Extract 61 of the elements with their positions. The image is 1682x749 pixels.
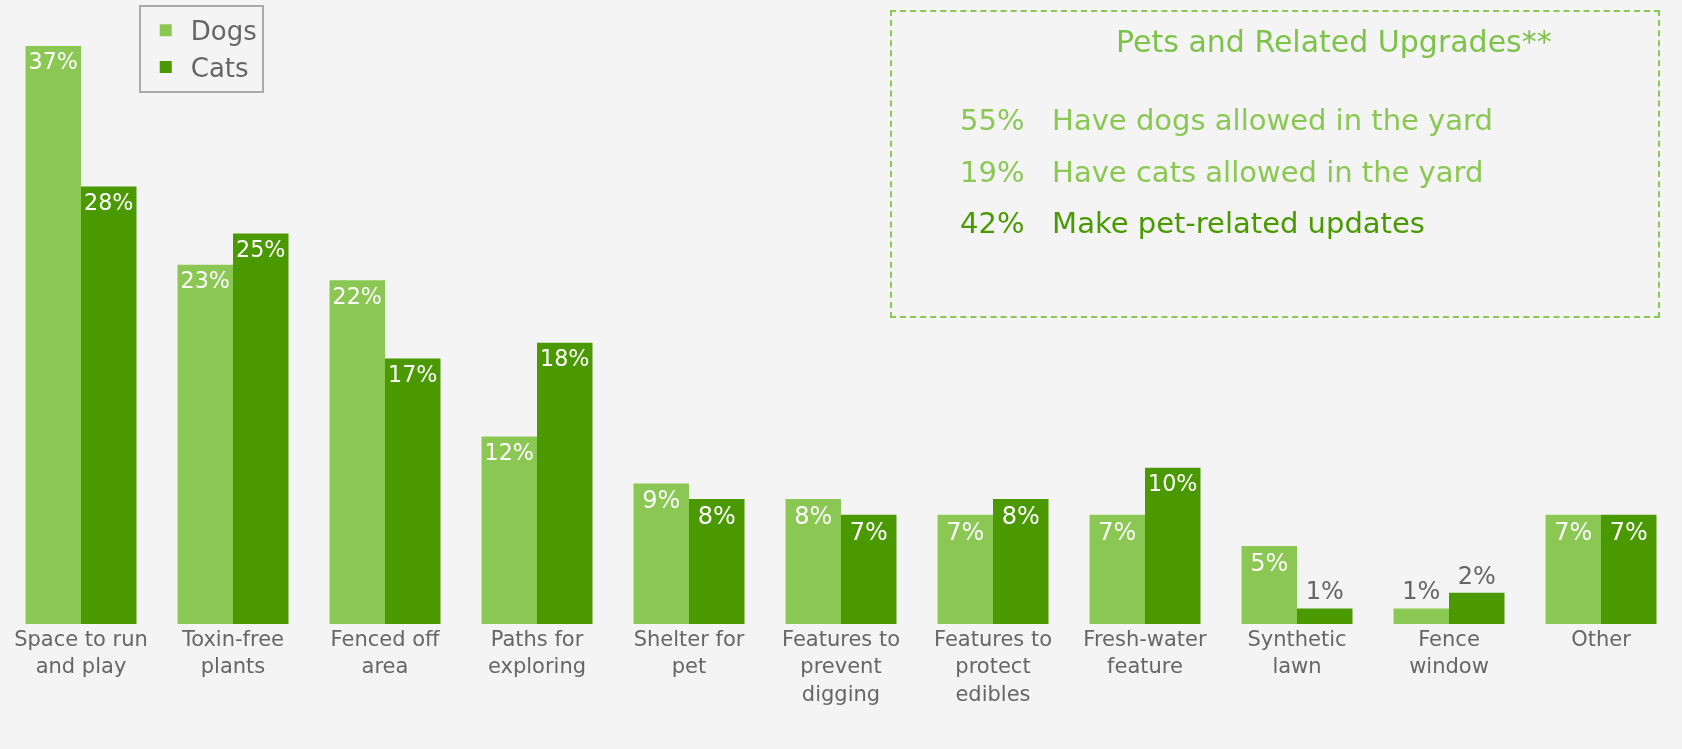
bar [25, 45, 81, 624]
data-label: 9% [642, 486, 681, 515]
x-tick-label: Space to run and play [14, 627, 148, 679]
bar [785, 499, 841, 624]
data-label: 25% [236, 235, 286, 262]
data-label: 37% [28, 48, 78, 75]
bar [1545, 514, 1601, 624]
x-tick-label: Toxin-free plants [180, 627, 285, 679]
data-label: 10% [1148, 470, 1198, 497]
x-tick-label: Features to protect edibles [933, 627, 1053, 706]
x-tick-label: Shelter for pet [633, 627, 745, 679]
legend-label: Dogs [190, 16, 257, 47]
data-label: 7% [849, 517, 888, 546]
data-label: 8% [794, 502, 833, 531]
annotation: 19% Have cats allowed in the yard [960, 155, 1484, 189]
bar [81, 186, 137, 624]
data-label: 8% [697, 502, 736, 531]
data-label: 1% [1402, 577, 1441, 606]
data-label: 28% [84, 188, 134, 215]
data-label: 12% [484, 438, 534, 465]
data-label: 2% [1457, 561, 1496, 590]
bar [1297, 608, 1353, 624]
data-label: 5% [1250, 548, 1289, 577]
annotation: 55% Have dogs allowed in the yard [960, 103, 1493, 137]
bar [385, 358, 441, 624]
data-label: 18% [540, 345, 590, 372]
bar [937, 514, 993, 624]
bar [481, 436, 537, 624]
x-tick-label: Fenced off area [330, 627, 440, 679]
bar [993, 499, 1049, 624]
bar [841, 514, 897, 624]
bar [1393, 608, 1449, 624]
x-tick-label: Paths for exploring [487, 627, 587, 679]
bar [633, 483, 689, 624]
bar [1145, 467, 1201, 624]
data-label: 22% [332, 282, 382, 309]
x-tick-label: Features to prevent digging [781, 627, 901, 706]
bar [1449, 592, 1505, 624]
bar [233, 233, 289, 624]
annotation: 42% Make pet-related updates [960, 206, 1425, 240]
bar [1241, 545, 1297, 624]
x-tick-label: Synthetic lawn [1247, 627, 1347, 679]
x-tick-label: Fresh-water feature [1083, 627, 1208, 679]
bar [1601, 514, 1657, 624]
data-label: 7% [1098, 517, 1137, 546]
data-label: 1% [1305, 577, 1344, 606]
data-label: 17% [388, 360, 438, 387]
bar [537, 342, 593, 624]
data-label: 7% [1609, 517, 1648, 546]
bar [177, 264, 233, 624]
data-label: 7% [1554, 517, 1593, 546]
data-label: 8% [1001, 502, 1040, 531]
legend-label: Cats [190, 53, 249, 84]
x-tick-label: Fence window [1409, 627, 1489, 679]
annotation: Pets and Related Upgrades** [1116, 24, 1552, 59]
bar [689, 499, 745, 624]
x-tick-label: Other [1571, 627, 1632, 651]
bar [329, 280, 385, 624]
bar [1089, 514, 1145, 624]
data-label: 7% [946, 517, 985, 546]
data-label: 23% [180, 267, 230, 294]
